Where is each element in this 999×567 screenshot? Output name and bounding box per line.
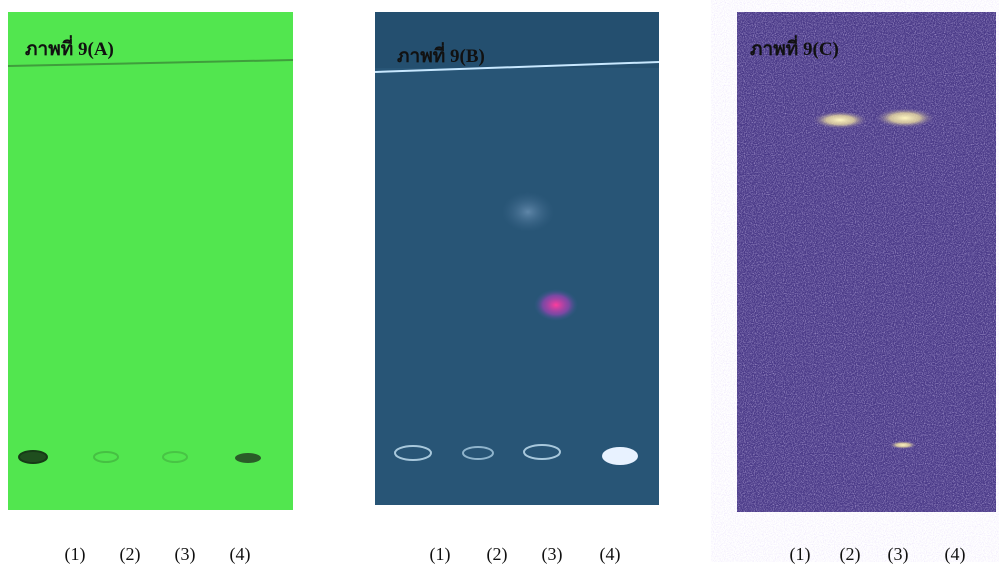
lane-label: (1) [790,544,811,565]
spot [889,441,917,449]
lane-label: (2) [120,544,141,565]
plate-b: ภาพที่ 9(B) [375,12,659,505]
panel-label: ภาพที่ 9(C) [750,35,839,60]
lane-label: (3) [542,544,563,565]
plate-a: ภาพที่ 9(A) [8,12,293,510]
plate-c: ภาพที่ 9(C) [737,12,996,512]
spot [19,451,47,463]
lane-label: (1) [65,544,86,565]
plate [8,12,293,510]
lane-label: (3) [888,544,909,565]
panel-label: ภาพที่ 9(B) [397,42,485,67]
plate-texture [737,12,996,512]
panel-label: ภาพที่ 9(A) [25,35,114,60]
spot [502,192,554,232]
lane-label: (4) [600,544,621,565]
lane-label: (2) [487,544,508,565]
lane-label: (4) [945,544,966,565]
spot [875,108,935,128]
spot [235,453,261,463]
spot [812,111,868,129]
figure: ภาพที่ 9(A) ภาพที่ 9(B) ภาพที่ 9(C) (1) (… [0,0,999,567]
lane-label: (3) [175,544,196,565]
spot [534,289,578,321]
lane-label: (2) [840,544,861,565]
lane-label: (4) [230,544,251,565]
lane-label: (1) [430,544,451,565]
spot [602,447,638,465]
plate-shade [375,68,659,505]
